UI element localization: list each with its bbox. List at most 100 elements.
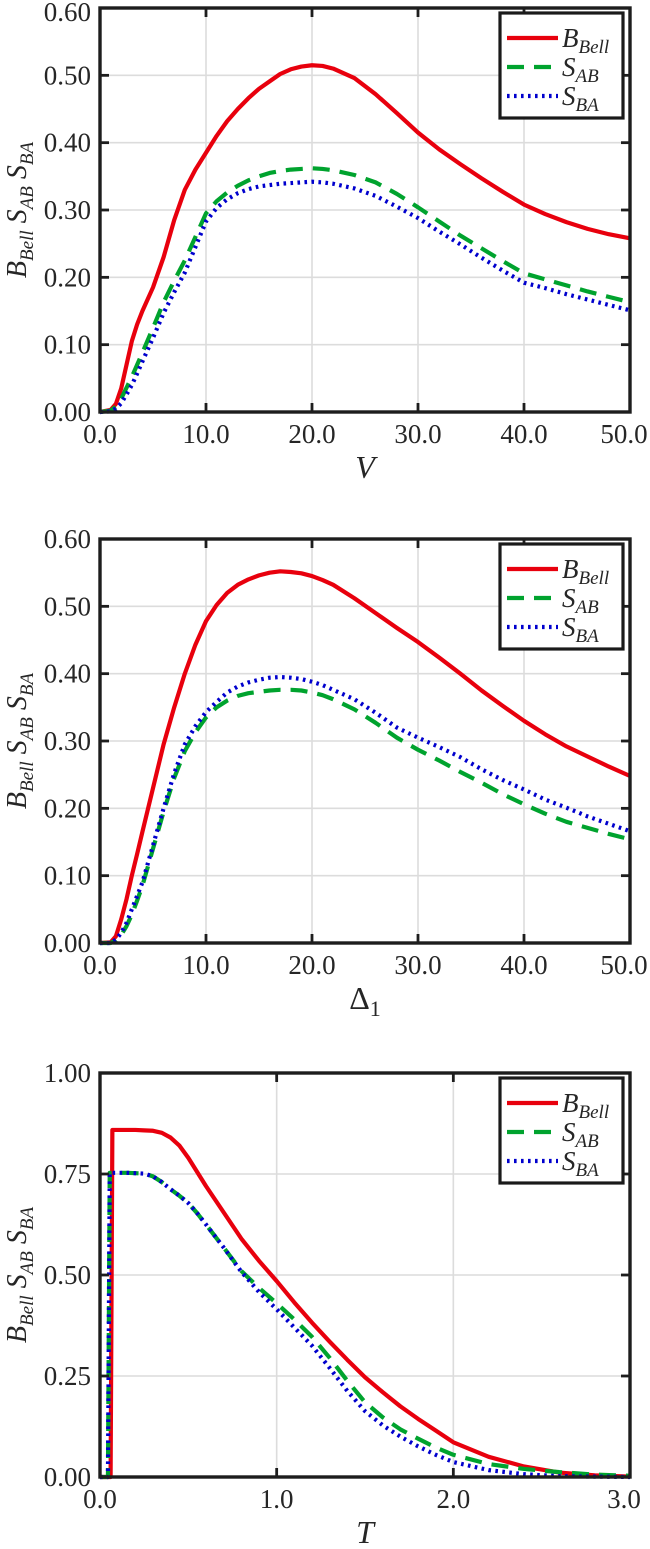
grid [99,7,631,413]
legend-label-main: S [562,1146,576,1176]
y-tick-label: 0.10 [44,861,91,891]
plot-canvas: 0.0 10.0 20.0 30.0 40.0 50.0 0.00 0.10 0.20 0.30 0… [2,0,648,485]
y-axis-label: BBell SAB SBA [2,1207,38,1344]
x-tick-label: 40.0 [500,419,547,449]
x-tick-label: 2.0 [436,1484,470,1514]
plot-canvas: 0.0 10.0 20.0 30.0 40.0 50.0 0.00 0.10 0.20 0.30 0… [2,524,648,1021]
x-tick-label: 1.0 [260,1484,294,1514]
series-S_AB [99,166,631,415]
y-tick-label: 0.00 [44,928,91,958]
y-tick-label: 0.20 [44,793,91,823]
chart-bell-vs-t: 0.0 1.0 2.0 3.0 0.00 0.25 0.50 0.75 1.00 T BBell S… [0,1033,650,1549]
y-axis-label-sub: Bell [17,761,38,792]
x-tick-label: 50.0 [600,419,647,449]
x-tick-label: 0.0 [83,419,117,449]
y-tick-label: 0.50 [44,60,91,90]
x-axis-label-main: T [356,1514,376,1549]
x-axis-label-main: Δ [349,980,370,1016]
x-tick-label: 20.0 [288,950,335,980]
legend-label-sub: BA [576,1160,600,1181]
chart-bell-vs-delta1: 0.0 10.0 20.0 30.0 40.0 50.0 0.00 0.10 0.20 0.30 0… [0,516,650,1033]
y-axis-label-sub: AB [17,186,38,212]
y-axis-label-sub: AB [17,717,38,743]
legend-label-S_BA: SBA [562,81,599,116]
legend-label-B_Bell: BBell [562,23,609,58]
legend-label-B_Bell: BBell [562,554,609,589]
axis-ticks [98,6,632,414]
x-tick-label: 40.0 [500,950,547,980]
y-axis-label-sub: Bell [17,230,38,261]
x-tick-label: 0.0 [83,950,117,980]
chart-bell-vs-v: 0.0 10.0 20.0 30.0 40.0 50.0 0.00 0.10 0.20 0.30 0… [0,0,650,516]
y-axis-label-main: B [2,1326,33,1343]
y-axis-label-sub: Bell [17,1295,38,1326]
legend-label-S_AB: SAB [562,583,599,618]
x-tick-label: 0.0 [83,1484,117,1514]
y-tick-label: 0.75 [44,1159,91,1189]
y-axis-label: BBell SAB SBA [2,673,38,810]
x-axis-label: T [356,1514,376,1549]
y-axis-label-main: S [2,696,33,717]
y-axis-label-main: S [2,209,33,230]
legend-label-main: S [562,52,576,82]
legend-label-sub: AB [574,597,600,618]
x-tick-label: 30.0 [394,419,441,449]
x-tick-label: 10.0 [182,950,229,980]
y-axis-label-main: S [2,165,33,186]
x-axis-label: V [355,449,378,485]
legend-label-S_AB: SAB [562,1117,599,1152]
y-tick-label: 0.50 [44,591,91,621]
legend-label-sub: BA [576,626,600,647]
legend-label-main: S [562,612,576,642]
x-axis-label-main: V [355,449,378,485]
y-tick-label: 0.50 [44,1260,91,1290]
x-axis-label-sub: 1 [370,996,381,1021]
y-axis-label-main: S [2,740,33,761]
y-tick-label: 0.30 [44,726,91,756]
legend-label-sub: Bell [579,1102,610,1123]
legend-label-sub: Bell [579,568,610,589]
y-axis-label-sub: BA [17,142,38,166]
x-tick-label: 30.0 [394,950,441,980]
y-tick-label: 0.40 [44,659,91,689]
series-S_BA [99,179,631,415]
legend-label-B_Bell: BBell [562,1088,609,1123]
y-tick-label: 0.00 [44,397,91,427]
y-axis-label-main: B [2,792,33,809]
y-tick-label: 0.25 [44,1361,91,1391]
y-tick-label: 0.60 [44,524,91,554]
y-tick-label: 0.20 [44,262,91,292]
axis-ticks [98,537,632,945]
y-tick-label: 0.00 [44,1462,91,1492]
y-axis-label-main: S [2,1230,33,1251]
series-S_AB [100,687,631,946]
legend-label-main: B [562,23,579,53]
y-axis-label-sub: BA [17,1207,38,1231]
x-tick-label: 50.0 [600,950,647,980]
legend-label-sub: AB [574,1131,600,1152]
legend-label-sub: Bell [579,37,610,58]
series-B_Bell [99,63,631,415]
y-axis-label-main: S [2,1274,33,1295]
legend-label-main: B [562,554,579,584]
y-tick-label: 0.10 [44,330,91,360]
series-B_Bell [99,569,631,946]
y-axis-label-sub: AB [17,1251,38,1277]
legend-label-S_BA: SBA [562,1146,599,1181]
series-B_Bell [100,1127,631,1480]
x-axis-label: Δ1 [349,980,381,1021]
legend-label-main: S [562,1117,576,1147]
x-tick-label: 10.0 [182,419,229,449]
x-tick-label: 3.0 [607,1484,641,1514]
legend-label-sub: BA [576,95,600,116]
legend-label-S_BA: SBA [562,612,599,647]
x-tick-label: 20.0 [288,419,335,449]
y-tick-label: 0.30 [44,195,91,225]
legend-label-S_AB: SAB [562,52,599,87]
y-tick-label: 0.40 [44,128,91,158]
